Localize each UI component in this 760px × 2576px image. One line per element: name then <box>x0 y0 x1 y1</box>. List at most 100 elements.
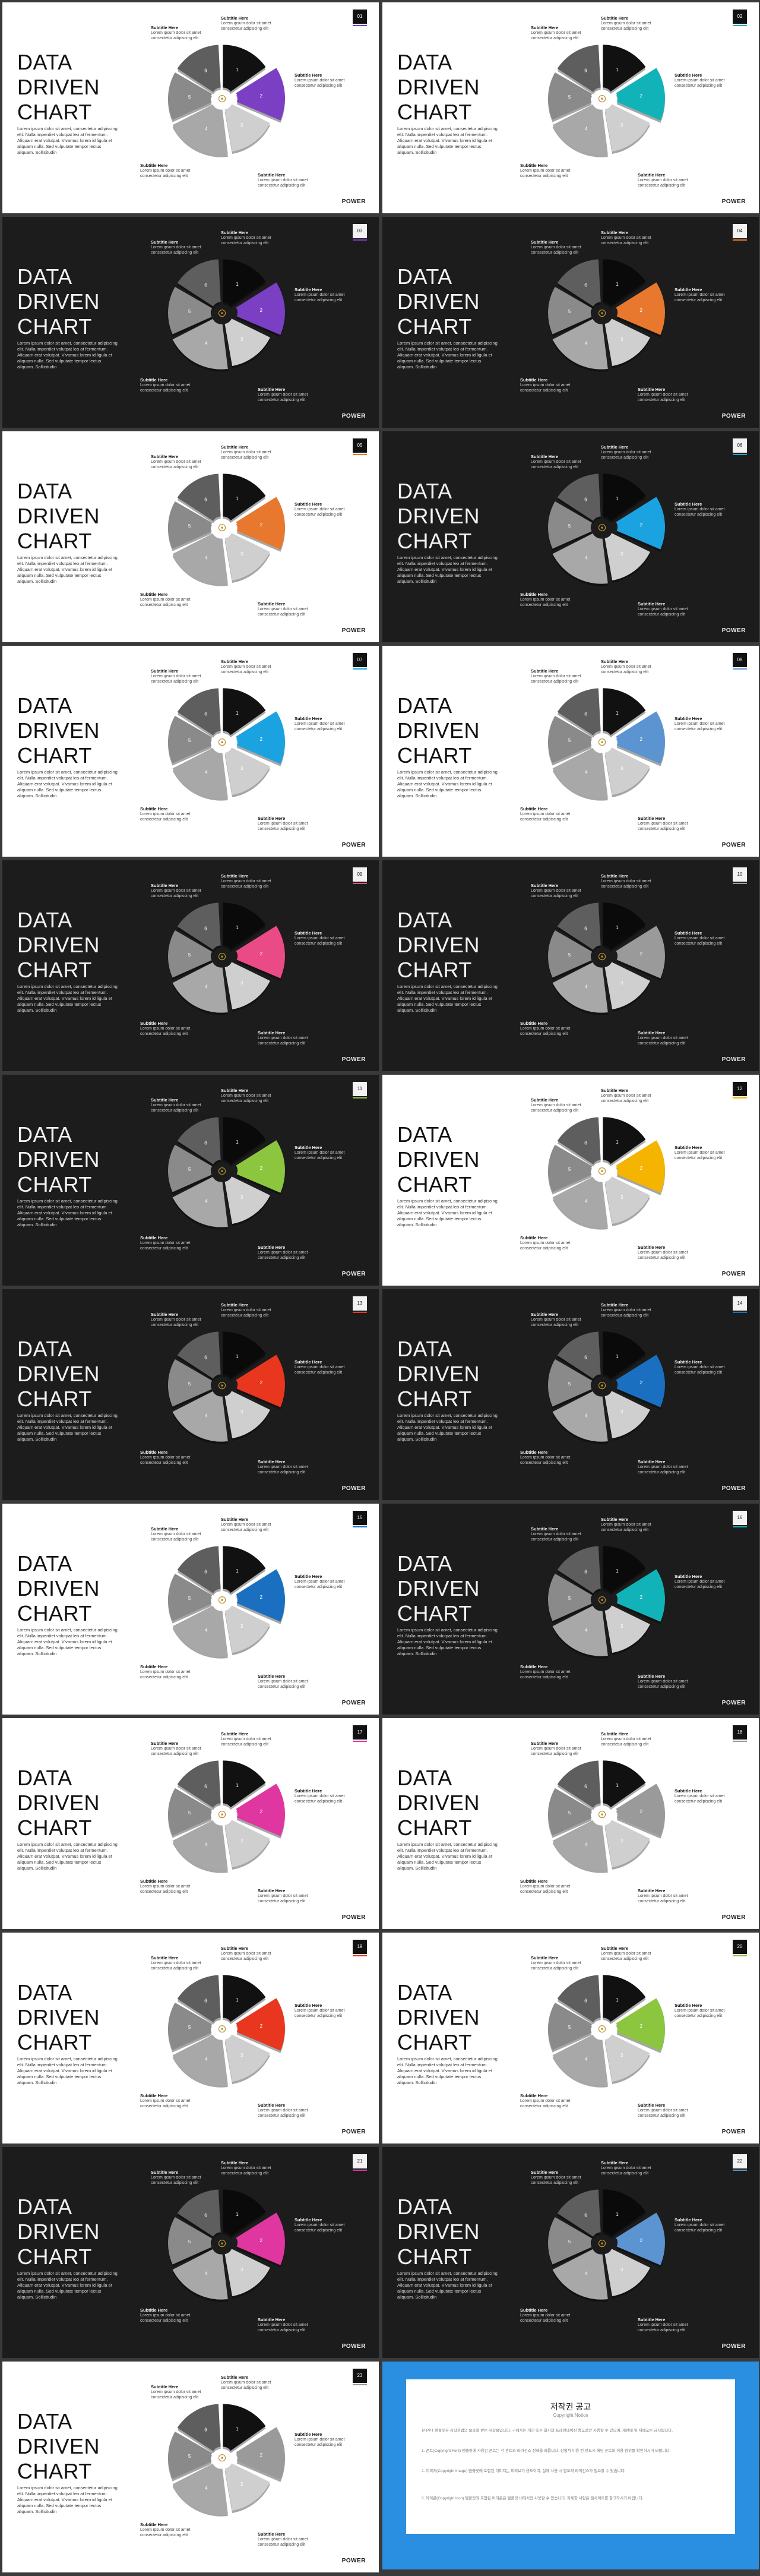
pie-slice-face <box>172 533 228 584</box>
pie-slice-face <box>236 1569 285 1622</box>
slide-thumbnail[interactable]: DATA DRIVEN CHART Lorem ipsum dolor sit … <box>2 1504 379 1715</box>
pie-slice-label: 4 <box>205 2271 208 2276</box>
accent-bar <box>353 454 367 455</box>
caption-text: Lorem ipsum dolor sit amet consectetur a… <box>258 2108 308 2118</box>
pie-slice-face <box>223 1546 266 1593</box>
pie-slice: 4 <box>172 747 228 801</box>
pie-slice-label: 1 <box>236 711 239 716</box>
slide-thumbnail[interactable]: DATA DRIVEN CHART Lorem ipsum dolor sit … <box>382 2147 759 2358</box>
slide-thumbnail[interactable]: DATA DRIVEN CHART Lorem ipsum dolor sit … <box>2 1718 379 1929</box>
pie-hub <box>593 948 611 965</box>
slide-thumbnail[interactable]: DATA DRIVEN CHART Lorem ipsum dolor sit … <box>382 2 759 213</box>
slide-thumbnail[interactable]: DATA DRIVEN CHART Lorem ipsum dolor sit … <box>382 1075 759 1286</box>
slide-thumbnail[interactable]: DATA DRIVEN CHART Lorem ipsum dolor sit … <box>2 646 379 857</box>
slide-thumbnail[interactable]: DATA DRIVEN CHART Lorem ipsum dolor sit … <box>382 1933 759 2143</box>
pie-slice: 3 <box>224 1176 270 1227</box>
pie-slice-face <box>172 1176 228 1227</box>
caption-text: Lorem ipsum dolor sit amet consectetur a… <box>151 1747 201 1756</box>
slide-body-text: Lorem ipsum dolor sit amet, consectetur … <box>397 2271 498 2300</box>
pie-slice-face <box>616 1998 665 2051</box>
caption-text: Lorem ipsum dolor sit amet consectetur a… <box>140 812 191 822</box>
caption-right: Subtitle Here Lorem ipsum dolor sit amet… <box>294 1359 360 1375</box>
slide-thumbnail[interactable]: DATA DRIVEN CHART Lorem ipsum dolor sit … <box>2 431 379 642</box>
copyright-notice-slide[interactable]: 저작권 공고 Copyright Notice 본 PPT 템플릿은 저작권법의 보… <box>382 2362 759 2569</box>
caption-title: Subtitle Here <box>258 1459 286 1464</box>
pie-chart: 1 2 3 4 5 6 ☉ <box>548 473 665 586</box>
brand-logo: POWER <box>341 1271 366 1277</box>
pie-slice: 5 <box>168 2431 213 2482</box>
slide-number: 18 <box>737 1729 743 1735</box>
caption-text: Lorem ipsum dolor sit amet consectetur a… <box>601 1094 651 1103</box>
pie-slice: 5 <box>548 2217 593 2267</box>
pie-hub <box>213 2449 231 2467</box>
slide-thumbnail[interactable]: DATA DRIVEN CHART Lorem ipsum dolor sit … <box>2 2147 379 2358</box>
pie-slice: 3 <box>224 747 270 798</box>
slide-thumbnail[interactable]: DATA DRIVEN CHART Lorem ipsum dolor sit … <box>2 2 379 213</box>
caption-top-right: Subtitle Here Lorem ipsum dolor sit amet… <box>221 2160 286 2176</box>
pie-slice-face <box>223 1975 266 2022</box>
slide-thumbnail[interactable]: DATA DRIVEN CHART Lorem ipsum dolor sit … <box>2 1933 379 2143</box>
slide-thumbnail[interactable]: DATA DRIVEN CHART Lorem ipsum dolor sit … <box>382 646 759 857</box>
pie-slice: 4 <box>172 318 228 372</box>
caption-bottom-right: Subtitle Here Lorem ipsum dolor sit amet… <box>638 1674 703 1690</box>
slide-thumbnail[interactable]: DATA DRIVEN CHART Lorem ipsum dolor sit … <box>2 217 379 428</box>
slide-number: 20 <box>737 1944 743 1949</box>
pie-slice-label: 3 <box>240 980 243 986</box>
caption-top-right: Subtitle Here Lorem ipsum dolor sit amet… <box>601 1946 666 1962</box>
caption-text: Lorem ipsum dolor sit amet consectetur a… <box>601 1952 651 1961</box>
slide-thumbnail[interactable]: DATA DRIVEN CHART Lorem ipsum dolor sit … <box>382 1289 759 1500</box>
pie-slice-face <box>168 1573 213 1621</box>
slide-thumbnail[interactable]: DATA DRIVEN CHART Lorem ipsum dolor sit … <box>382 860 759 1071</box>
caption-title: Subtitle Here <box>520 1021 548 1026</box>
slide-number-badge: 19 <box>353 1940 367 1956</box>
pie-slice-face <box>236 1998 285 2051</box>
pie-slice: 2 <box>616 926 665 981</box>
brand-logo: POWER <box>341 2129 366 2135</box>
slide-thumbnail[interactable]: DATA DRIVEN CHART Lorem ipsum dolor sit … <box>2 2362 379 2572</box>
pie-slice-face <box>177 1760 221 1808</box>
pie-slice-label: 3 <box>240 551 243 557</box>
caption-top-right: Subtitle Here Lorem ipsum dolor sit amet… <box>601 2160 666 2176</box>
pie-slice: 6 <box>557 45 601 94</box>
caption-title: Subtitle Here <box>140 1664 168 1669</box>
caption-title: Subtitle Here <box>221 1946 249 1951</box>
lightbulb-icon: ☉ <box>598 1167 606 1177</box>
pie-slice-face <box>557 2189 601 2237</box>
brand-logo: POWER <box>721 2343 746 2350</box>
pie-slice-label: 4 <box>585 984 588 989</box>
pie-slice-label: 5 <box>188 523 191 529</box>
slide-thumbnail[interactable]: DATA DRIVEN CHART Lorem ipsum dolor sit … <box>382 1718 759 1929</box>
pie-hub <box>593 1591 611 1609</box>
slide-number-badge: 10 <box>733 867 747 884</box>
slide-thumbnail[interactable]: DATA DRIVEN CHART Lorem ipsum dolor sit … <box>2 860 379 1071</box>
pie-slice-face <box>168 72 213 120</box>
slide-thumbnail[interactable]: DATA DRIVEN CHART Lorem ipsum dolor sit … <box>2 1289 379 1500</box>
pie-slice-label: 5 <box>568 1381 571 1387</box>
slide-thumbnail[interactable]: DATA DRIVEN CHART Lorem ipsum dolor sit … <box>382 1504 759 1715</box>
slide-thumbnail[interactable]: DATA DRIVEN CHART Lorem ipsum dolor sit … <box>382 217 759 428</box>
pie-slice-label: 4 <box>585 1627 588 1633</box>
slide-thumbnail[interactable]: DATA DRIVEN CHART Lorem ipsum dolor sit … <box>382 431 759 642</box>
slide-title: DATA DRIVEN CHART <box>17 693 100 768</box>
pie-slice-face <box>236 68 285 121</box>
caption-text: Lorem ipsum dolor sit amet consectetur a… <box>151 1961 201 1971</box>
pie-slice-face <box>168 1359 213 1407</box>
pie-slice-label: 3 <box>620 1195 623 1200</box>
pie-slice-face <box>548 715 593 763</box>
pie-slice: 5 <box>548 715 593 766</box>
pie-slice-face <box>177 2404 221 2451</box>
caption-text: Lorem ipsum dolor sit amet consectetur a… <box>674 722 725 731</box>
caption-text: Lorem ipsum dolor sit amet consectetur a… <box>638 1465 688 1475</box>
pie-slice-face <box>172 318 228 370</box>
caption-right: Subtitle Here Lorem ipsum dolor sit amet… <box>294 287 360 303</box>
pie-slice: 5 <box>548 1144 593 1195</box>
caption-title: Subtitle Here <box>221 2375 249 2380</box>
caption-title: Subtitle Here <box>294 1359 322 1365</box>
pie-slice-face <box>552 104 608 155</box>
slide-number-badge: 02 <box>733 10 747 26</box>
pie-slice-label: 1 <box>616 1783 619 1788</box>
pie-slice-label: 6 <box>584 1355 587 1360</box>
lightbulb-icon: ☉ <box>598 523 606 533</box>
pie-slice: 4 <box>552 1391 608 1444</box>
slide-thumbnail[interactable]: DATA DRIVEN CHART Lorem ipsum dolor sit … <box>2 1075 379 1286</box>
